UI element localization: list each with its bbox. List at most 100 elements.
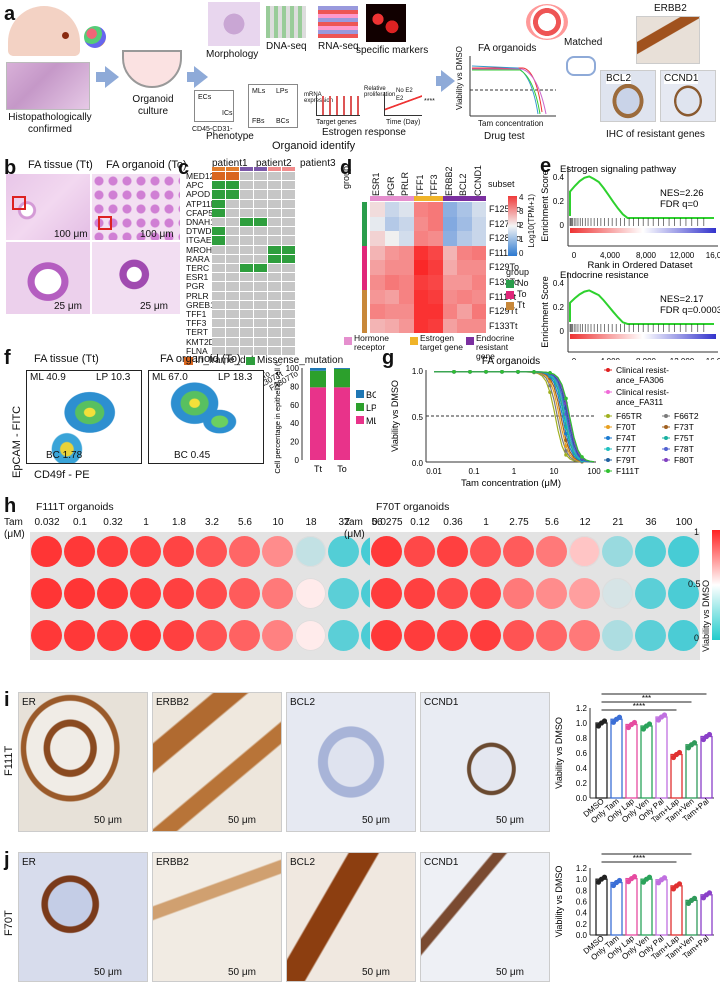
heat-cell <box>428 318 443 334</box>
bar <box>685 744 698 799</box>
oncoplot-cell <box>240 273 253 282</box>
bar-point <box>610 882 617 889</box>
oncoplot-cell <box>254 181 267 190</box>
bar-point <box>640 726 647 732</box>
bar <box>625 877 638 936</box>
subset-swatch <box>410 337 418 345</box>
bar-point <box>610 719 617 725</box>
heat-subset-title: subset <box>488 179 515 189</box>
g-legend-marker <box>664 447 668 451</box>
heat-group-legend-title: group <box>506 267 530 277</box>
gene-label: PRLR <box>186 290 209 301</box>
breast-illustration <box>8 6 80 56</box>
g-legend-label: F111T <box>616 466 639 476</box>
organoid-icon <box>526 4 568 40</box>
h-dose-label: 0.032 <box>34 517 60 528</box>
heat-cell <box>442 304 457 319</box>
bar-point <box>601 874 608 880</box>
oncoplot-cell <box>240 310 253 319</box>
rnaseq-heatmap <box>318 6 358 38</box>
oncoplot-cell <box>212 282 225 291</box>
patient1-label: patient1 <box>212 158 248 169</box>
oncoplot-cell <box>212 319 225 328</box>
viability-dot <box>295 620 326 651</box>
bar-point <box>631 719 638 726</box>
heat-cell <box>471 260 486 275</box>
h-dose-label: 0.12 <box>410 517 430 528</box>
bar-point <box>700 736 707 743</box>
heat-cell <box>428 260 443 275</box>
oncoplot-cell <box>254 328 267 337</box>
heat-cell <box>384 289 399 305</box>
f-ytick: 20 <box>290 438 299 447</box>
arrow-icon <box>194 66 208 88</box>
stack-segment <box>334 368 350 388</box>
oncoplot-cell <box>268 328 281 337</box>
stack-segment <box>310 387 326 460</box>
oncoplot-cell <box>254 245 267 254</box>
heat-row-label: F129To <box>489 262 520 273</box>
facs-plot-2 <box>248 84 298 128</box>
f-legend-label: LP <box>366 403 376 413</box>
viability-dot <box>503 578 534 609</box>
viability-dot <box>229 536 260 567</box>
g-xlabel: Tam concentration (μM) <box>461 478 561 489</box>
oncoplot-cell <box>226 273 239 282</box>
bar-ylabel: Viability vs DMSO <box>554 866 564 938</box>
oncoplot-cell <box>282 328 295 337</box>
g-point <box>580 455 584 459</box>
gsea-ytick: 0.2 <box>553 303 565 312</box>
bar <box>625 723 638 799</box>
heat-row-label: F111To <box>489 247 518 258</box>
oncoplot-cell <box>212 199 225 208</box>
panel-a-label: a <box>4 3 16 25</box>
bar-point <box>691 895 698 901</box>
heat-row-label: F125No <box>489 204 522 214</box>
f-legend-label: BC <box>366 390 376 400</box>
g-legend-label: F79T <box>616 455 636 465</box>
heat-cell <box>457 304 472 319</box>
viability-dot <box>97 536 128 567</box>
f-legend-swatch <box>356 390 364 398</box>
g-point <box>500 370 504 374</box>
g-xtick: 100 <box>587 467 601 476</box>
viability-dot <box>328 620 359 651</box>
gene-label: TFF3 <box>186 318 207 329</box>
oncoplot-cell <box>212 310 225 319</box>
oncoplot-cell <box>240 227 253 236</box>
bar-ytick: 1.2 <box>576 704 588 713</box>
g-legend-marker <box>606 447 610 451</box>
heat-cell <box>370 318 385 334</box>
phenotype-label: Phenotype <box>206 131 254 142</box>
h-dose-label: 0.0275 <box>372 517 403 528</box>
f-tissue-title: FA tissue (Tt) <box>34 353 99 365</box>
heat-cell <box>399 275 414 290</box>
viability-dot <box>163 536 194 567</box>
oncoplot-cell <box>226 208 239 217</box>
sig-label: **** <box>633 702 645 711</box>
viability-dot <box>229 578 260 609</box>
heat-cell <box>428 216 443 232</box>
bar <box>640 725 653 799</box>
fbs-label: FBs <box>252 118 265 125</box>
g-legend-label: F73T <box>674 422 694 432</box>
gsea-xtick: 8,000 <box>636 357 657 360</box>
gsea-xtick: 0 <box>572 357 577 360</box>
heat-gene-label: PRLR <box>400 171 410 196</box>
viability-dot <box>196 536 227 567</box>
oncoplot-cell <box>282 236 295 245</box>
oncoplot-cell <box>226 227 239 236</box>
bar-point <box>625 879 632 885</box>
heat-cell <box>384 202 399 217</box>
oncoplot-cell <box>268 227 281 236</box>
gsea-xlabel: Rank in Ordered Dataset <box>587 260 692 271</box>
viability-dot <box>437 536 468 567</box>
heat-cell <box>471 275 486 290</box>
viability-dot <box>31 620 62 651</box>
oncoplot-cell <box>240 319 253 328</box>
viability-dot <box>569 578 600 609</box>
gsea-ytick: 0.4 <box>553 279 565 288</box>
oncoplot-cell <box>268 181 281 190</box>
celltype-stacked-bar: 100 80 60 40 20 0 Cell percentage in epithelia… <box>273 362 376 474</box>
group-bar <box>362 289 367 305</box>
